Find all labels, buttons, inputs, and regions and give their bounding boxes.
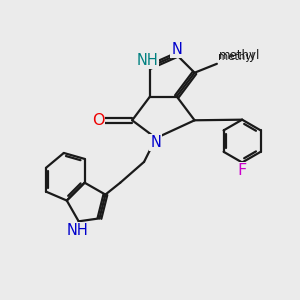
Text: methyl: methyl (218, 52, 255, 62)
Text: N: N (151, 135, 161, 150)
Text: N: N (171, 42, 182, 57)
Text: F: F (238, 163, 247, 178)
Text: methyl: methyl (219, 49, 261, 62)
Text: NH: NH (66, 223, 88, 238)
Text: O: O (92, 113, 104, 128)
Text: NH: NH (136, 53, 158, 68)
